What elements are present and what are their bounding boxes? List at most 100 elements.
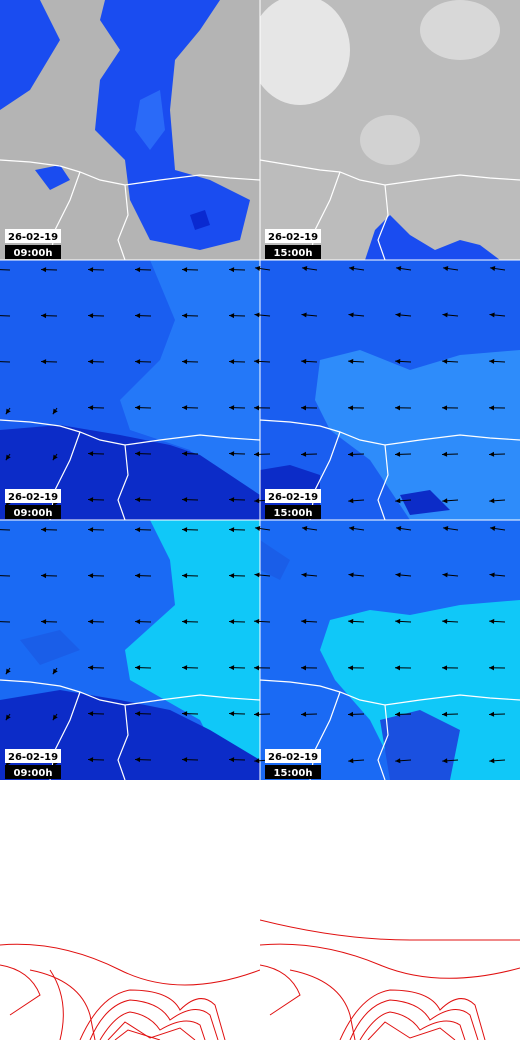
time-label: 09:00h — [14, 768, 53, 779]
time-label: 09:00h — [14, 508, 53, 519]
arrow-head — [52, 454, 58, 461]
arrow-head — [135, 711, 141, 717]
wind-panel — [260, 520, 520, 780]
arrow-head — [88, 313, 94, 319]
arrow-head — [442, 312, 448, 318]
arrow-head — [229, 711, 235, 717]
arrow-head — [348, 665, 354, 671]
arrow-head — [254, 526, 261, 532]
arrow-head — [182, 405, 188, 411]
arrow-head — [88, 527, 94, 533]
time-label: 15:00h — [274, 508, 313, 519]
date-box — [265, 749, 321, 763]
arrow-head — [395, 405, 401, 411]
arrow-head — [135, 405, 141, 411]
arrow-head — [442, 711, 448, 717]
arrow-head — [442, 758, 448, 764]
wind-arrows — [254, 266, 520, 521]
time-box — [5, 505, 61, 519]
time-box — [265, 245, 321, 259]
arrow-head — [348, 498, 354, 504]
pressure-panel — [260, 919, 520, 1040]
pressure-panel — [0, 943, 260, 1040]
arrow-head — [52, 408, 58, 415]
arrow-head — [395, 618, 401, 624]
arrow-head — [88, 405, 94, 411]
arrow-head — [348, 312, 354, 318]
arrow-head — [395, 358, 401, 364]
arrow-head — [395, 572, 401, 578]
arrow-head — [88, 451, 94, 457]
arrow-head — [395, 526, 402, 532]
arrow-head — [442, 266, 449, 272]
wind-panel — [0, 260, 260, 520]
arrow-head — [135, 451, 141, 457]
arrow-head — [395, 312, 401, 318]
arrow-head — [88, 573, 94, 579]
arrow-head — [489, 618, 495, 624]
arrow-head — [135, 497, 141, 503]
arrow-head — [5, 454, 11, 461]
arrow-head — [41, 619, 47, 625]
arrow-head — [395, 758, 401, 764]
arrow-head — [88, 757, 94, 763]
coastline — [259, 419, 520, 446]
time-label: 15:00h — [274, 768, 313, 779]
coastline — [259, 679, 520, 706]
date-label: 26-02-19 — [8, 752, 58, 763]
arrow-head — [5, 408, 11, 415]
arrow-head — [301, 405, 307, 411]
date-box — [5, 229, 61, 243]
arrow-head — [442, 358, 448, 364]
wind-arrow — [0, 269, 11, 271]
arrow-head — [395, 665, 401, 671]
arrow-head — [229, 405, 235, 411]
arrow-head — [182, 619, 188, 625]
arrow-head — [182, 267, 188, 273]
arrow-head — [348, 711, 354, 717]
arrow-head — [229, 573, 235, 579]
arrow-head — [395, 266, 402, 272]
arrow-head — [254, 572, 260, 578]
arrow-head — [135, 359, 141, 365]
arrow-head — [301, 266, 308, 272]
arrow-head — [301, 665, 307, 671]
arrow-head — [5, 668, 11, 675]
arrow-head — [88, 711, 94, 717]
arrow-head — [489, 451, 495, 457]
arrow-head — [254, 451, 260, 457]
arrow-head — [442, 451, 448, 457]
arrow-head — [301, 572, 307, 578]
arrow-head — [41, 527, 47, 533]
arrow-head — [135, 267, 141, 273]
date-box — [5, 489, 61, 503]
arrow-head — [254, 758, 260, 764]
arrow-head — [489, 758, 495, 764]
precip-panel — [260, 0, 520, 260]
arrow-head — [182, 313, 188, 319]
arrow-head — [229, 313, 235, 319]
time-box — [5, 245, 61, 259]
arrow-head — [301, 711, 307, 717]
arrow-head — [395, 711, 401, 717]
arrow-head — [41, 359, 47, 365]
date-label: 26-02-19 — [268, 752, 318, 763]
arrow-head — [442, 665, 448, 671]
arrow-head — [489, 498, 495, 504]
arrow-head — [88, 665, 94, 671]
wind-arrow — [0, 621, 11, 623]
arrow-head — [442, 405, 448, 411]
arrow-head — [41, 573, 47, 579]
precip-panel — [0, 0, 260, 260]
arrow-head — [135, 619, 141, 625]
arrow-head — [254, 618, 260, 624]
arrow-head — [254, 665, 260, 671]
time-box — [265, 765, 321, 779]
coastline — [0, 679, 261, 706]
arrow-head — [135, 665, 141, 671]
wind-arrow — [0, 575, 11, 577]
time-label: 09:00h — [14, 248, 53, 259]
arrow-head — [348, 358, 354, 364]
arrow-head — [348, 618, 354, 624]
